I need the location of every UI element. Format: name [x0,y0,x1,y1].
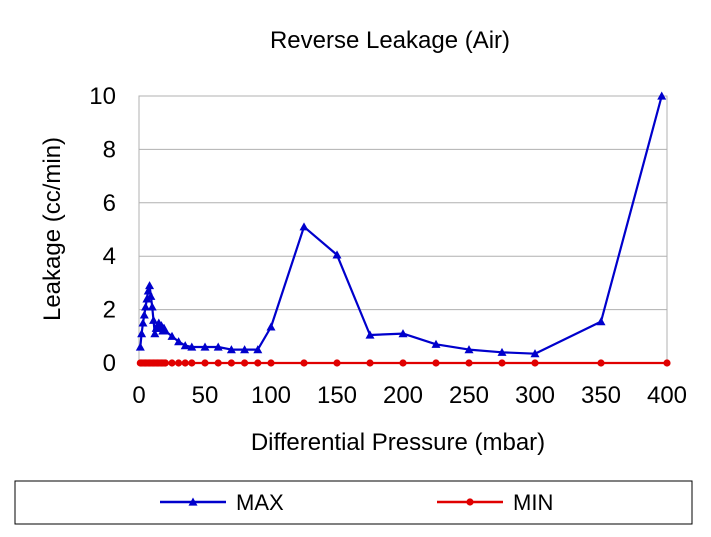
data-point-max [253,345,263,354]
legend-box [14,480,693,525]
data-point-min [161,359,169,367]
data-point-min [366,359,374,367]
data-point-max [187,342,197,351]
data-point-min [214,359,222,367]
legend-marker-min [466,498,474,506]
data-point-min [227,359,235,367]
data-point-max [180,341,190,350]
data-point-max [138,318,148,327]
data-point-min [399,359,407,367]
data-point-max [142,294,152,303]
y-axis-label: Leakage (cc/min) [39,137,66,321]
x-tick-label: 350 [581,382,621,409]
data-point-min [241,359,249,367]
data-point-max [226,345,236,354]
data-point-min [531,359,539,367]
data-point-min [465,359,473,367]
gridlines [139,95,667,311]
data-point-max [200,342,210,351]
data-point-max [139,310,149,319]
data-point-min [663,359,671,367]
data-point-max [299,222,309,231]
data-point-max [167,331,177,340]
x-tick-label: 250 [449,382,489,409]
data-point-max [240,345,250,354]
series-layer [135,91,671,367]
x-tick-label: 150 [317,382,357,409]
data-point-max [497,347,507,356]
legend-label-max: MAX [236,490,284,515]
y-tick-label: 6 [103,190,116,217]
data-point-max [141,302,151,311]
data-point-max [398,329,408,338]
x-tick-label: 0 [132,382,145,409]
x-tick-label: 50 [192,382,219,409]
data-point-max [431,339,441,348]
data-point-max [137,329,147,338]
data-point-max [365,330,375,339]
data-point-max [174,337,184,346]
data-point-max [530,349,540,358]
data-point-min [175,359,183,367]
y-tick-labels: 0 2 4 6 8 10 [89,83,116,377]
series-min [136,359,671,367]
data-point-min [201,359,209,367]
data-point-min [188,359,196,367]
legend-entry-max: MAX [160,490,284,515]
data-point-max [596,317,606,326]
y-tick-label: 2 [103,297,116,324]
x-tick-labels: 0 50 100 150 200 250 300 350 400 [132,382,687,409]
data-point-max [145,281,155,290]
data-point-max [160,326,170,335]
plot-area [138,95,668,364]
data-point-min [254,359,262,367]
data-point-min [168,359,176,367]
legend-entry-min: MIN [437,490,553,515]
data-point-max [464,345,474,354]
data-point-max [657,91,667,100]
x-tick-label: 100 [251,382,291,409]
data-point-min [597,359,605,367]
data-point-max [146,291,156,300]
data-point-max [213,342,223,351]
data-point-min [333,359,341,367]
x-tick-label: 300 [515,382,555,409]
legend-marker-max [188,497,198,506]
data-point-min [432,359,440,367]
data-point-max [150,329,160,338]
y-tick-label: 4 [103,243,116,270]
chart-title: Reverse Leakage (Air) [270,27,510,54]
data-point-max [135,342,145,351]
data-point-max [266,322,276,331]
y-tick-label: 10 [89,83,116,110]
x-tick-label: 400 [647,382,687,409]
y-tick-label: 0 [103,350,116,377]
data-point-min [267,359,275,367]
data-point-max [149,315,159,324]
x-tick-label: 200 [383,382,423,409]
data-point-max [332,250,342,259]
series-max [135,91,667,358]
legend-label-min: MIN [513,490,553,515]
data-point-min [498,359,506,367]
x-axis-label: Differential Pressure (mbar) [251,429,545,456]
data-point-max [147,302,157,311]
y-tick-label: 8 [103,136,116,163]
legend: MAX MIN [14,480,693,525]
data-point-min [300,359,308,367]
data-point-min [181,359,189,367]
